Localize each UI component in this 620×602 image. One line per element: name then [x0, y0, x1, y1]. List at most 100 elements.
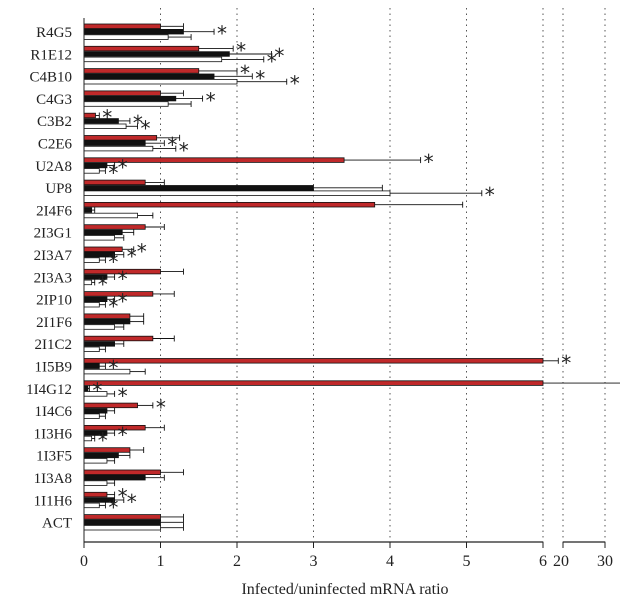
- bar: [83, 424, 146, 431]
- x-axis-title: Infected/uninfected mRNA ratio: [241, 581, 448, 598]
- significance-markers: ***********************************: [92, 22, 571, 520]
- category-label: 1I4G12: [26, 382, 72, 398]
- category-label: 1I3H6: [34, 426, 73, 442]
- bar: [83, 224, 146, 230]
- error-bars: [87, 23, 620, 531]
- bar: [83, 95, 177, 102]
- x-tick-label: 0: [80, 553, 88, 570]
- bar: [83, 458, 108, 464]
- category-labels: R4G5 R1E12 C4B10 C4G3 C3B2 C2E6 U2A8 UP8 2I4F6 2I…: [26, 25, 72, 532]
- bar: [83, 45, 200, 52]
- bar: [83, 341, 116, 347]
- significance-star: *: [156, 395, 166, 419]
- bar: [83, 257, 100, 263]
- significance-star: *: [267, 49, 277, 73]
- significance-star: *: [127, 490, 137, 514]
- bar: [83, 296, 108, 302]
- significance-star: *: [108, 356, 118, 380]
- significance-star: *: [167, 133, 177, 157]
- significance-star: *: [108, 295, 118, 319]
- category-label: ACT: [42, 516, 72, 532]
- significance-star: *: [179, 139, 189, 163]
- bar: [83, 145, 154, 152]
- category-label: 2I1F6: [36, 315, 72, 331]
- bar: [83, 162, 108, 169]
- bar: [83, 101, 169, 107]
- category-label: 2IP10: [36, 293, 72, 309]
- significance-star: *: [118, 384, 128, 408]
- category-label: UP8: [45, 181, 72, 197]
- bar: [83, 474, 146, 481]
- significance-star: *: [92, 379, 102, 403]
- bar: [83, 385, 89, 392]
- x-tick-label: 1: [157, 553, 165, 570]
- significance-star: *: [108, 250, 118, 274]
- bar: [83, 318, 131, 325]
- significance-star: *: [240, 61, 250, 85]
- bar: [83, 56, 223, 63]
- bar: [83, 525, 161, 531]
- significance-star: *: [236, 39, 246, 63]
- bar: [83, 73, 215, 79]
- bar: [83, 201, 376, 208]
- category-label: C2E6: [38, 137, 73, 153]
- significance-star: *: [118, 156, 128, 180]
- bar: [83, 279, 93, 286]
- bar: [83, 185, 314, 191]
- bar: [83, 363, 100, 369]
- significance-star: *: [127, 245, 137, 269]
- bar: [83, 469, 161, 475]
- significance-star: *: [108, 161, 118, 185]
- bar: [83, 313, 131, 319]
- category-label: 1I3F5: [36, 449, 72, 465]
- grid-lines: [160, 8, 606, 542]
- x-tick-label: 20: [553, 553, 569, 570]
- bar: [83, 519, 161, 525]
- bar: [83, 413, 100, 419]
- bar: [83, 452, 119, 459]
- significance-star: *: [98, 272, 108, 296]
- category-label: 1I1H6: [34, 493, 73, 509]
- significance-star: *: [133, 111, 143, 135]
- bar: [83, 207, 93, 213]
- bar: [83, 112, 96, 119]
- bar: [83, 79, 238, 85]
- significance-star: *: [108, 495, 118, 519]
- significance-star: *: [206, 89, 216, 113]
- bar: [83, 68, 200, 74]
- bar: [83, 190, 391, 196]
- bar: [83, 140, 146, 146]
- category-label: 2I3A7: [34, 248, 73, 264]
- bar: [83, 435, 93, 442]
- bar: [83, 368, 131, 375]
- category-label: C4B10: [29, 70, 72, 86]
- bar: [83, 235, 116, 241]
- bar: [83, 23, 161, 29]
- bar: [83, 168, 100, 174]
- x-axis: 0 1 2 3 4 5 6 20 30: [80, 18, 613, 570]
- bar: [83, 380, 544, 386]
- significance-star: *: [118, 289, 128, 313]
- bar: [83, 212, 138, 219]
- x-tick-label: 5: [463, 553, 471, 570]
- bar: [83, 118, 119, 124]
- bar: [83, 346, 100, 352]
- category-label: R1E12: [30, 47, 72, 63]
- category-label: U2A8: [35, 159, 72, 175]
- bar: [83, 358, 544, 364]
- significance-star: *: [274, 44, 284, 68]
- category-label: 2I3A3: [34, 270, 72, 286]
- category-label: 2I1C2: [35, 337, 73, 353]
- significance-star: *: [98, 429, 108, 453]
- bar: [83, 502, 100, 509]
- bar: [83, 301, 100, 308]
- significance-star: *: [137, 239, 147, 263]
- significance-star: *: [255, 66, 265, 90]
- significance-star: *: [118, 485, 128, 509]
- category-label: 2I4F6: [36, 203, 72, 219]
- category-label: 1I4C6: [35, 404, 73, 420]
- significance-star: *: [290, 72, 300, 96]
- x-tick-label: 3: [310, 553, 318, 570]
